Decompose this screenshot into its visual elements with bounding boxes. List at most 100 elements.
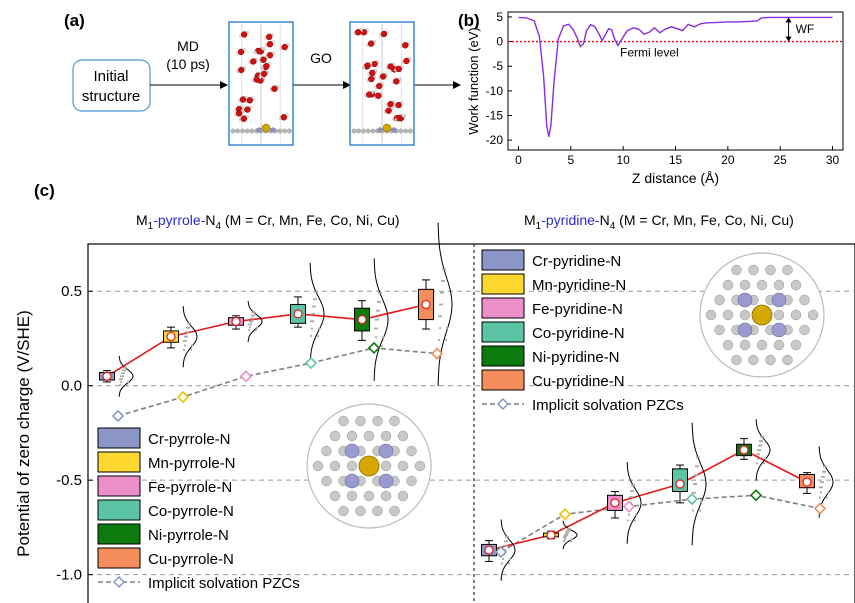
sample-point	[314, 298, 318, 301]
sample-point	[122, 366, 126, 369]
carbon-atom	[414, 460, 426, 472]
oxygen-atom	[239, 96, 247, 103]
sample-point	[566, 527, 570, 530]
legend-label: Fe-pyridine-N	[532, 301, 623, 318]
oxygen-atom	[235, 110, 243, 117]
mean-marker	[293, 309, 303, 319]
arrow-go-head	[343, 81, 351, 89]
carbon-atom	[346, 490, 358, 502]
legend-implicit-marker	[112, 575, 126, 589]
implicit-pzc-marker	[749, 489, 763, 502]
legend-label: Co-pyrrole-N	[148, 503, 234, 520]
implicit-pzc-marker	[685, 492, 699, 506]
oxygen-atom	[266, 41, 274, 48]
sample-point	[247, 329, 251, 332]
oxygen-atom	[253, 76, 261, 83]
carbon-atom	[329, 460, 341, 472]
oxygen-atom	[364, 62, 371, 69]
implicit-pzc-marker	[304, 356, 318, 370]
sample-point	[186, 331, 190, 334]
oxygen-atom	[238, 66, 245, 74]
mean-marker	[675, 479, 685, 489]
oxygen-atom	[387, 100, 394, 108]
structure-snapshot-1	[228, 21, 294, 146]
y-axis-title: Work function (eV)	[466, 27, 481, 134]
oxygen-atom	[256, 48, 263, 55]
carbon-atom	[321, 475, 332, 487]
legend-swatch-fe	[481, 297, 525, 319]
legend-swatch-co	[481, 321, 525, 343]
carbon-atom	[731, 264, 742, 276]
carbon-atom	[282, 128, 288, 134]
mean-marker	[421, 299, 431, 310]
sample-point	[438, 303, 442, 306]
md-label-line2: (10 ps)	[166, 56, 210, 72]
sample-point	[439, 315, 443, 318]
sample-point	[182, 348, 186, 351]
go-label: GO	[310, 50, 332, 66]
carbon-atom	[773, 339, 785, 351]
carbon-atom	[329, 490, 341, 502]
sample-point	[251, 311, 255, 314]
sample-point	[821, 470, 825, 473]
sample-point	[630, 484, 634, 487]
oxygen-atom	[367, 40, 375, 47]
sample-point	[693, 474, 697, 477]
sample-point	[120, 372, 124, 375]
carbon-atom	[365, 128, 371, 134]
sample-point	[443, 267, 447, 271]
sample-point	[563, 533, 567, 537]
sample-point	[312, 298, 316, 301]
oxygen-atom	[240, 31, 248, 38]
carbon-atom	[756, 279, 768, 291]
carbon-atom	[355, 415, 366, 427]
carbon-atom	[346, 430, 358, 442]
distribution-curve	[691, 422, 707, 546]
carbon-atom	[705, 309, 717, 321]
carbon-atom	[351, 128, 357, 134]
oxygen-atom	[371, 60, 378, 68]
sample-point	[819, 491, 823, 494]
legend-label: Ni-pyrrole-N	[148, 527, 229, 544]
carbon-atom	[380, 430, 392, 442]
carbon-atom	[397, 490, 409, 502]
sample-point	[438, 326, 442, 330]
carbon-atom	[756, 339, 768, 351]
sample-point	[119, 375, 123, 378]
sample-point	[564, 535, 568, 539]
sample-point	[695, 456, 699, 459]
plot-frame-c	[87, 243, 855, 603]
carbon-atom	[722, 279, 734, 291]
x-tick-label: 5	[567, 153, 574, 167]
carbon-atom	[230, 128, 236, 134]
sample-point	[565, 533, 569, 537]
oxygen-atom	[250, 58, 257, 65]
legend-swatch-co	[97, 499, 141, 521]
sample-point	[250, 314, 254, 317]
sample-point	[825, 496, 829, 499]
x-tick-label: 25	[774, 153, 788, 167]
sample-point	[503, 540, 507, 543]
sample-point	[186, 322, 190, 325]
sample-point	[252, 314, 256, 317]
sample-point	[755, 462, 759, 465]
sample-point	[694, 482, 698, 486]
nitrogen-atom	[344, 473, 360, 489]
legend-swatch-cu	[97, 547, 141, 569]
carbon-atom	[356, 128, 362, 134]
sample-point	[568, 527, 572, 530]
initial-box-line2: structure	[82, 88, 140, 105]
sample-point	[820, 475, 824, 479]
y-tick-label: 0	[496, 35, 503, 49]
sample-point	[755, 453, 759, 456]
oxygen-atom	[260, 70, 268, 78]
carbon-atom	[403, 128, 409, 134]
sample-point	[758, 440, 762, 443]
carbon-atom	[739, 309, 751, 321]
mean-marker	[546, 530, 556, 540]
metal-atom	[358, 455, 380, 477]
implicit-pzc-marker	[430, 347, 444, 360]
sample-point	[502, 544, 506, 547]
sample-point	[760, 440, 764, 443]
sample-point	[628, 495, 632, 499]
